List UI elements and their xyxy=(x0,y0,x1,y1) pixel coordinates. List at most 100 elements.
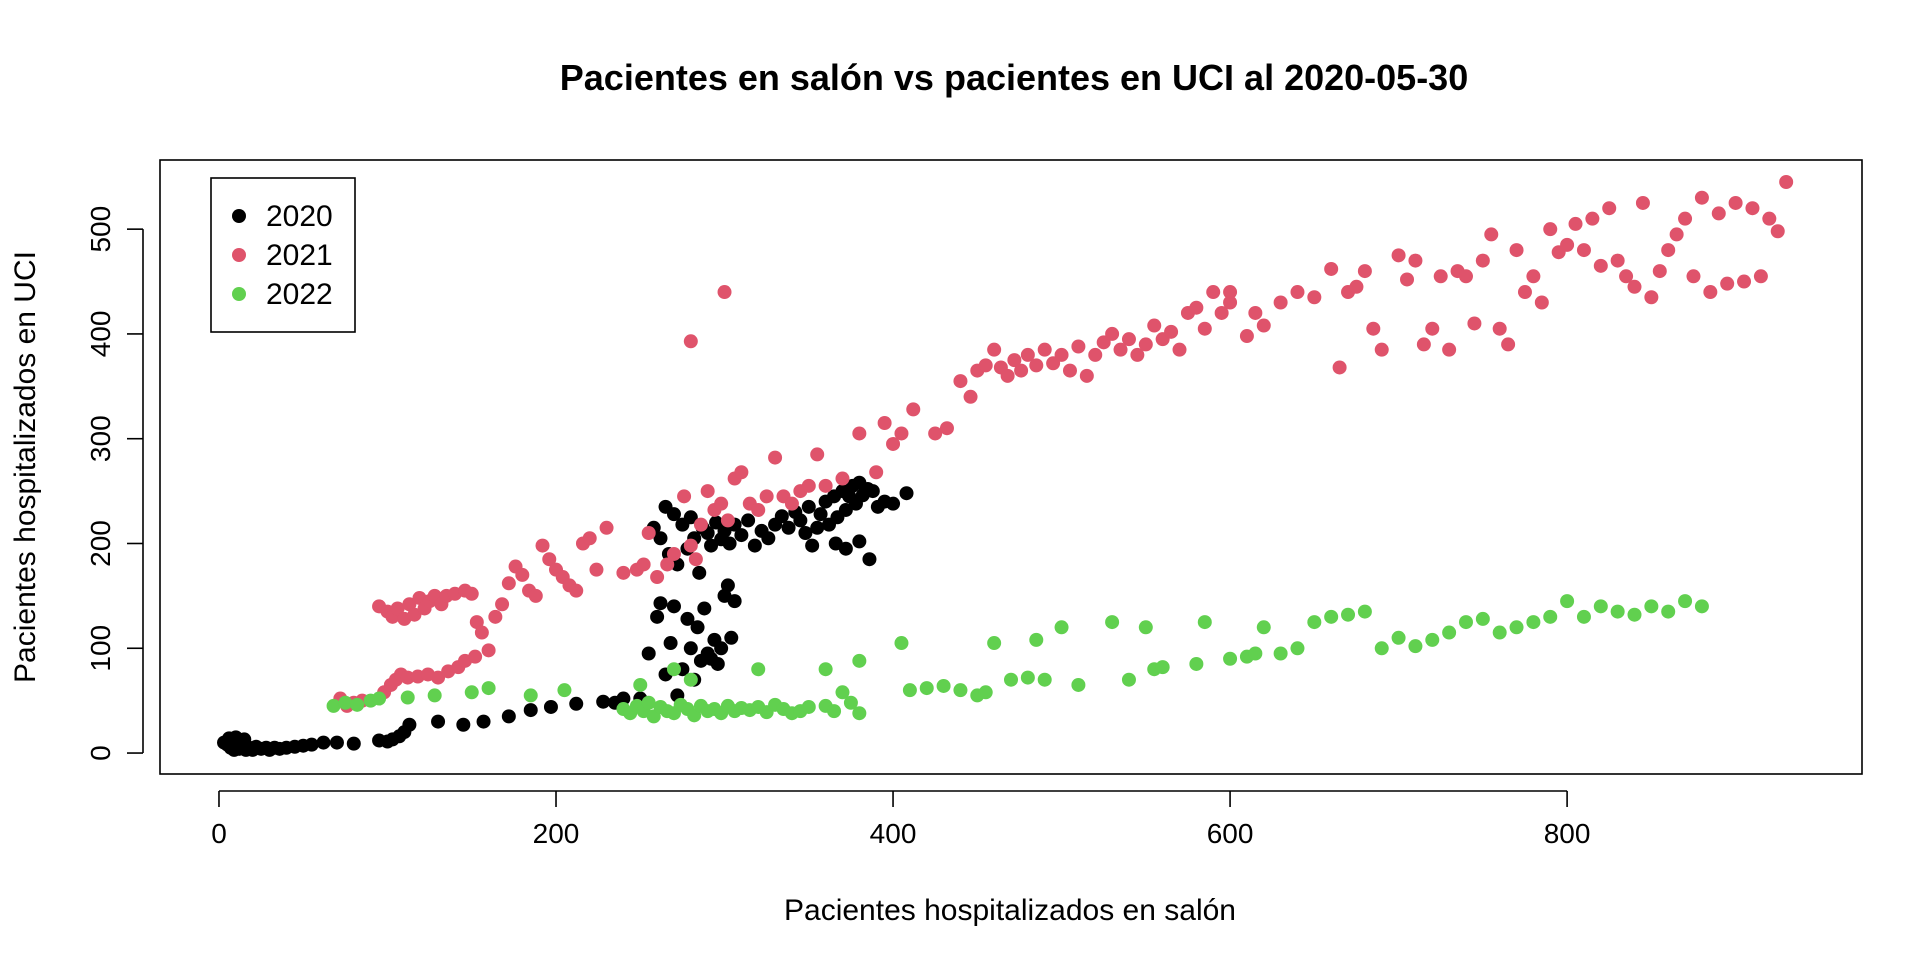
point-2021 xyxy=(700,484,715,499)
point-2021 xyxy=(636,557,651,572)
point-2021 xyxy=(431,670,446,685)
point-2022 xyxy=(978,685,993,700)
point-2021 xyxy=(515,567,530,582)
point-2021 xyxy=(481,643,496,658)
point-2022 xyxy=(683,672,698,687)
point-2022 xyxy=(1475,611,1490,626)
point-2020 xyxy=(710,656,725,671)
point-2021 xyxy=(1737,274,1752,289)
point-2021 xyxy=(759,489,774,504)
point-2022 xyxy=(1425,632,1440,647)
point-2020 xyxy=(683,641,698,656)
point-2022 xyxy=(1560,594,1575,609)
point-2021 xyxy=(877,415,892,430)
point-2022 xyxy=(1248,646,1263,661)
point-2021 xyxy=(963,389,978,404)
point-2020 xyxy=(801,499,816,514)
point-2021 xyxy=(1071,339,1086,354)
legend-marker-2022 xyxy=(232,287,246,301)
point-2021 xyxy=(1635,195,1650,210)
point-2021 xyxy=(1458,269,1473,284)
y-tick-label: 100 xyxy=(85,625,116,672)
point-2022 xyxy=(902,683,917,698)
point-2021 xyxy=(1467,316,1482,331)
point-2022 xyxy=(338,695,353,710)
point-2021 xyxy=(928,426,943,441)
point-2021 xyxy=(1627,279,1642,294)
y-tick-label: 400 xyxy=(85,311,116,358)
point-2021 xyxy=(869,465,884,480)
point-2021 xyxy=(751,502,766,517)
point-2022 xyxy=(1341,607,1356,622)
point-2021 xyxy=(390,601,405,616)
point-2020 xyxy=(774,509,789,524)
point-2022 xyxy=(1197,615,1212,630)
point-2020 xyxy=(886,496,901,511)
point-2021 xyxy=(886,436,901,451)
x-tick-label: 400 xyxy=(870,818,917,849)
point-2021 xyxy=(1770,224,1785,239)
point-2021 xyxy=(464,586,479,601)
point-2021 xyxy=(1602,201,1617,216)
point-2022 xyxy=(1307,615,1322,630)
point-2022 xyxy=(1526,615,1541,630)
point-2021 xyxy=(1408,253,1423,268)
point-2020 xyxy=(653,531,668,546)
point-2021 xyxy=(535,538,550,553)
y-tick-label: 300 xyxy=(85,415,116,462)
point-2021 xyxy=(1014,363,1029,378)
point-2022 xyxy=(852,653,867,668)
point-2021 xyxy=(734,465,749,480)
legend: 2020 2021 2022 xyxy=(210,177,356,333)
point-2022 xyxy=(843,695,858,710)
point-2022 xyxy=(1442,625,1457,640)
point-2022 xyxy=(481,681,496,696)
point-2022 xyxy=(953,683,968,698)
point-2020 xyxy=(476,714,491,729)
point-2021 xyxy=(1560,237,1575,252)
point-2020 xyxy=(501,709,516,724)
point-2021 xyxy=(1105,326,1120,341)
point-2021 xyxy=(407,607,422,622)
point-2021 xyxy=(660,557,675,572)
point-2022 xyxy=(1678,594,1693,609)
point-2020 xyxy=(666,507,681,522)
point-2021 xyxy=(1223,295,1238,310)
point-2020 xyxy=(692,565,707,580)
point-2020 xyxy=(852,534,867,549)
point-2020 xyxy=(734,528,749,543)
point-2021 xyxy=(1029,358,1044,373)
point-2021 xyxy=(693,517,708,532)
point-2021 xyxy=(1484,227,1499,242)
point-2020 xyxy=(781,520,796,535)
point-2020 xyxy=(456,717,471,732)
point-2021 xyxy=(1206,285,1221,300)
point-2021 xyxy=(1007,353,1022,368)
point-2021 xyxy=(1273,295,1288,310)
point-2020 xyxy=(741,513,756,528)
point-2021 xyxy=(1416,337,1431,352)
point-2020 xyxy=(722,536,737,551)
point-2021 xyxy=(801,478,816,493)
point-2020 xyxy=(747,538,762,553)
point-2021 xyxy=(1357,264,1372,279)
point-2021 xyxy=(1745,201,1760,216)
legend-marker-2020 xyxy=(232,209,246,223)
point-2021 xyxy=(402,597,417,612)
point-2022 xyxy=(1037,672,1052,687)
point-2022 xyxy=(633,677,648,692)
point-2021 xyxy=(1644,290,1659,305)
point-2021 xyxy=(1652,264,1667,279)
point-2021 xyxy=(1543,222,1558,237)
point-2022 xyxy=(1408,639,1423,654)
point-2022 xyxy=(987,636,1002,651)
point-2020 xyxy=(798,526,813,541)
point-2021 xyxy=(1753,269,1768,284)
point-2020 xyxy=(697,601,712,616)
point-2020 xyxy=(838,541,853,556)
point-2020 xyxy=(704,538,719,553)
point-2021 xyxy=(1720,276,1735,291)
point-2020 xyxy=(329,735,344,750)
point-2020 xyxy=(810,520,825,535)
point-2021 xyxy=(589,562,604,577)
